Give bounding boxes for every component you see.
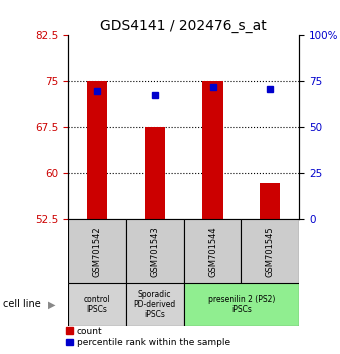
Bar bbox=[87, 81, 107, 219]
Text: control
IPSCs: control IPSCs bbox=[84, 295, 110, 314]
Text: ▶: ▶ bbox=[48, 299, 55, 309]
Bar bbox=[126, 283, 184, 326]
Text: presenilin 2 (PS2)
iPSCs: presenilin 2 (PS2) iPSCs bbox=[208, 295, 275, 314]
Legend: count, percentile rank within the sample: count, percentile rank within the sample bbox=[66, 327, 230, 347]
Text: GSM701542: GSM701542 bbox=[92, 226, 101, 277]
Text: GSM701545: GSM701545 bbox=[266, 226, 275, 277]
Bar bbox=[68, 283, 126, 326]
Bar bbox=[184, 283, 299, 326]
Bar bbox=[68, 219, 126, 283]
Title: GDS4141 / 202476_s_at: GDS4141 / 202476_s_at bbox=[100, 19, 267, 33]
Text: GSM701544: GSM701544 bbox=[208, 226, 217, 277]
Bar bbox=[144, 127, 165, 219]
Text: Sporadic
PD-derived
iPSCs: Sporadic PD-derived iPSCs bbox=[134, 290, 176, 319]
Text: cell line: cell line bbox=[3, 299, 41, 309]
Bar bbox=[184, 219, 241, 283]
Text: GSM701543: GSM701543 bbox=[150, 226, 159, 277]
Bar bbox=[260, 183, 280, 219]
Bar bbox=[241, 219, 299, 283]
Bar bbox=[202, 81, 223, 219]
Bar bbox=[126, 219, 184, 283]
